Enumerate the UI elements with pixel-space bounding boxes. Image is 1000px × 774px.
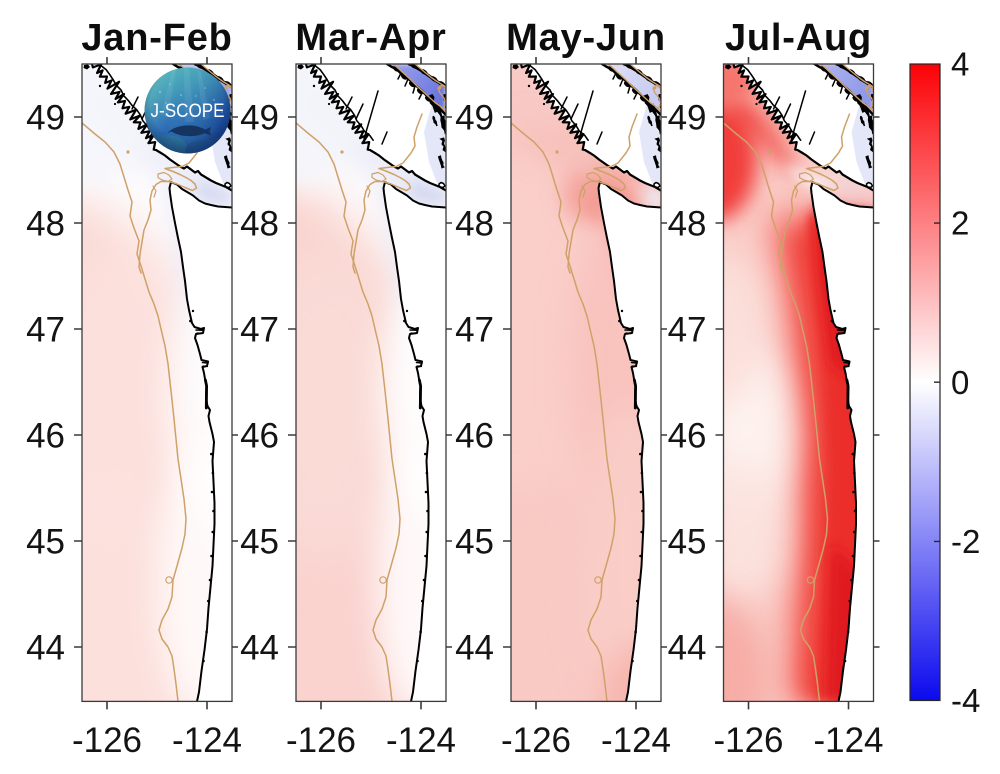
svg-text:49: 49 — [26, 99, 65, 138]
svg-text:-124: -124 — [813, 721, 883, 760]
svg-text:0: 0 — [951, 364, 969, 401]
svg-text:46: 46 — [668, 417, 707, 456]
svg-text:48: 48 — [240, 205, 279, 244]
svg-text:May-Jun: May-Jun — [506, 17, 666, 59]
svg-text:46: 46 — [240, 417, 279, 456]
svg-text:4: 4 — [951, 46, 969, 83]
svg-text:-126: -126 — [286, 721, 356, 760]
svg-text:-126: -126 — [501, 721, 571, 760]
svg-text:-124: -124 — [601, 721, 671, 760]
svg-text:48: 48 — [668, 205, 707, 244]
svg-text:49: 49 — [668, 99, 707, 138]
svg-text:46: 46 — [26, 417, 65, 456]
svg-text:44: 44 — [26, 629, 65, 668]
svg-text:44: 44 — [668, 629, 707, 668]
svg-text:-124: -124 — [386, 721, 456, 760]
svg-text:48: 48 — [26, 205, 65, 244]
svg-text:46: 46 — [455, 417, 494, 456]
svg-text:-126: -126 — [72, 721, 142, 760]
svg-text:49: 49 — [455, 99, 494, 138]
svg-text:-126: -126 — [713, 721, 783, 760]
svg-text:44: 44 — [240, 629, 279, 668]
svg-text:2: 2 — [951, 205, 969, 242]
svg-text:-2: -2 — [951, 523, 980, 560]
svg-text:47: 47 — [240, 311, 279, 350]
svg-text:44: 44 — [455, 629, 494, 668]
svg-text:45: 45 — [668, 523, 707, 562]
svg-text:Mar-Apr: Mar-Apr — [295, 17, 446, 59]
svg-text:J-SCOPE: J-SCOPE — [151, 100, 225, 122]
svg-text:45: 45 — [240, 523, 279, 562]
svg-text:45: 45 — [26, 523, 65, 562]
svg-text:47: 47 — [26, 311, 65, 350]
svg-text:49: 49 — [240, 99, 279, 138]
svg-text:47: 47 — [455, 311, 494, 350]
svg-text:45: 45 — [455, 523, 494, 562]
svg-text:48: 48 — [455, 205, 494, 244]
svg-text:Jul-Aug: Jul-Aug — [725, 17, 872, 59]
svg-text:Jan-Feb: Jan-Feb — [81, 17, 232, 59]
svg-text:47: 47 — [668, 311, 707, 350]
svg-text:-4: -4 — [951, 682, 980, 719]
svg-text:-124: -124 — [172, 721, 242, 760]
